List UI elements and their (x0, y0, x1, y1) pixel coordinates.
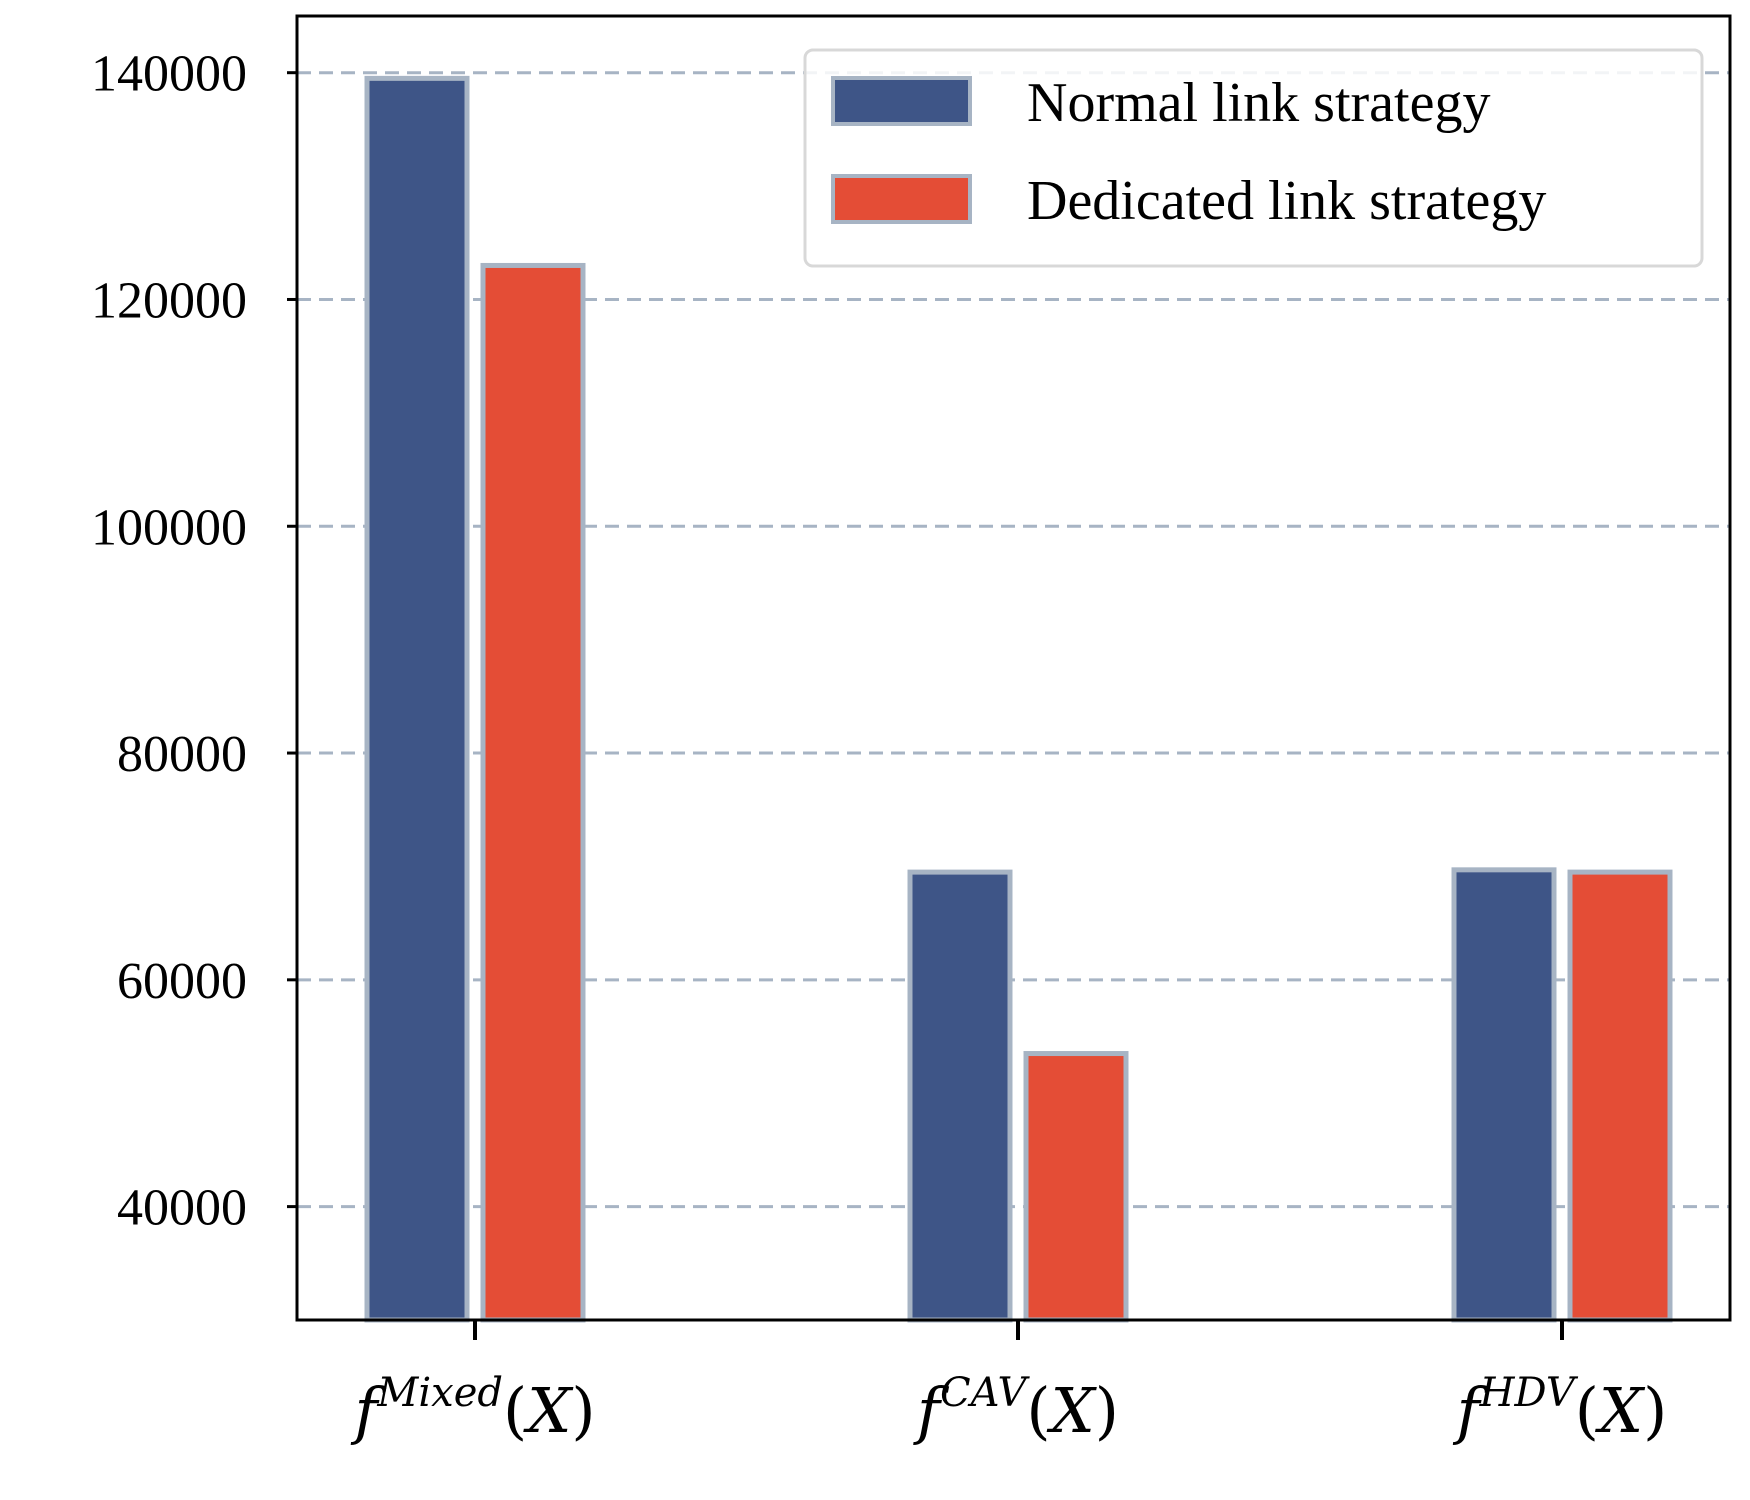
bar-dedicated-2 (1567, 869, 1673, 1323)
y-tick-label: 40000 (117, 1180, 247, 1237)
category-label-mixed: fMixed(X) (350, 1370, 595, 1447)
x-axis (473, 1320, 1564, 1340)
y-tick-label: 120000 (91, 272, 247, 329)
legend-swatch-normal (831, 76, 972, 126)
bar-dedicated-1 (1023, 1051, 1129, 1323)
y-tick-label: 60000 (117, 953, 247, 1010)
legend-label-normal: Normal link strategy (1027, 72, 1490, 134)
legend-box (803, 48, 1704, 268)
bar-normal-0 (364, 75, 470, 1323)
category-label-hdv: fHDV(X) (1453, 1370, 1668, 1447)
legend-swatch-dedicated (831, 174, 972, 224)
axes-frame (295, 14, 1732, 1322)
bar-dedicated-0 (480, 262, 586, 1323)
y-tick-label: 80000 (117, 726, 247, 783)
y-axis: 40000 60000 80000 100000 120000 140000 (91, 46, 297, 1237)
category-label-cav: fCAV(X) (913, 1370, 1119, 1447)
y-tick-label: 100000 (91, 499, 247, 556)
bar-normal-1 (907, 869, 1013, 1323)
bar-normal-2 (1451, 867, 1557, 1323)
legend-label-dedicated: Dedicated link strategy (1027, 170, 1546, 232)
y-tick-label: 140000 (91, 46, 247, 103)
legend: Normal link strategy Dedicated link stra… (803, 48, 1704, 268)
